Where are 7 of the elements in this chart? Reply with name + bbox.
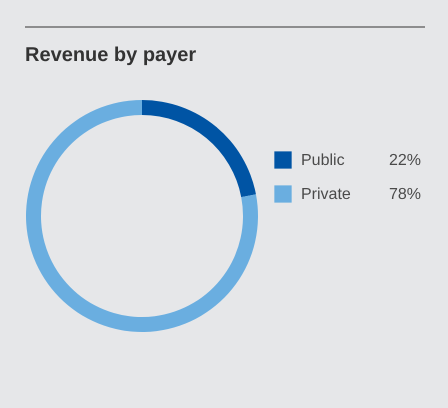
data-label: 78%	[388, 186, 421, 203]
legend-label: Public	[301, 152, 345, 169]
donut-slice	[26, 100, 258, 332]
chart-title: Revenue by payer	[25, 44, 196, 66]
donut-slice	[142, 100, 256, 198]
data-label: 22%	[388, 152, 421, 169]
legend-label: Private	[301, 186, 351, 203]
